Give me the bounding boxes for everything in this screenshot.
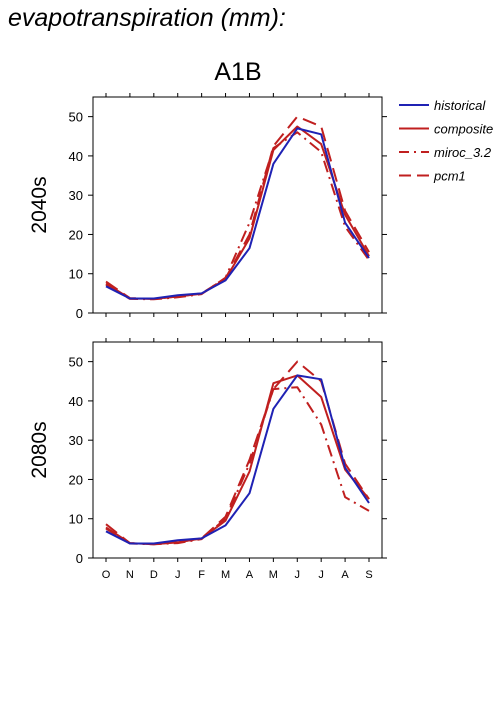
x-tick-label: M bbox=[221, 569, 230, 581]
series-line-historical bbox=[105, 374, 370, 545]
x-tick-label: F bbox=[198, 569, 205, 581]
series-line-historical bbox=[105, 127, 370, 300]
y-tick-label: 10 bbox=[69, 512, 83, 527]
y-tick-label: 50 bbox=[69, 355, 83, 370]
y-tick-label: 40 bbox=[69, 394, 83, 409]
y-tick-label: 20 bbox=[69, 472, 83, 487]
y-tick-label: 40 bbox=[69, 149, 83, 164]
panel-2040s: 0 10 20 30 40 50 2040s bbox=[28, 93, 387, 321]
y-tick-label: 20 bbox=[69, 227, 83, 242]
legend-label: historical bbox=[434, 98, 486, 113]
y-tick-label: 10 bbox=[69, 267, 83, 282]
x-tick-label: S bbox=[365, 569, 372, 581]
y-tick-label: 0 bbox=[76, 551, 83, 566]
y-tick-label: 30 bbox=[69, 188, 83, 203]
x-tick-label: O bbox=[102, 569, 111, 581]
legend-label: pcm1 bbox=[433, 169, 466, 184]
row-label: 2080s bbox=[28, 421, 51, 478]
panel-2080s: 0 10 20 30 40 50 O N D J F M A M J J A S 2080s bbox=[28, 338, 387, 581]
legend: historical composite miroc_3.2 pcm1 bbox=[399, 98, 493, 184]
legend-label: miroc_3.2 bbox=[434, 145, 492, 160]
x-tick-label: J bbox=[295, 569, 301, 581]
x-tick-label: A bbox=[341, 569, 349, 581]
page-title: evapotranspiration (mm): bbox=[8, 4, 286, 32]
row-label: 2040s bbox=[28, 176, 51, 233]
series-line-miroc_3.2 bbox=[105, 131, 370, 301]
x-tick-label: N bbox=[126, 569, 134, 581]
y-tick-label: 50 bbox=[69, 110, 83, 125]
x-tick-label: J bbox=[318, 569, 324, 581]
x-tick-label: D bbox=[150, 569, 158, 581]
scenario-title: A1B bbox=[214, 58, 261, 86]
series-line-pcm1 bbox=[105, 115, 370, 300]
series-line-composite bbox=[105, 374, 370, 546]
plot-frame bbox=[92, 341, 383, 559]
plot-frame bbox=[92, 96, 383, 314]
y-tick-label: 30 bbox=[69, 433, 83, 448]
y-tick-label: 0 bbox=[76, 306, 83, 321]
legend-label: composite bbox=[434, 122, 493, 137]
x-tick-label: A bbox=[246, 569, 254, 581]
x-tick-label: M bbox=[269, 569, 278, 581]
x-tick-label: J bbox=[175, 569, 181, 581]
